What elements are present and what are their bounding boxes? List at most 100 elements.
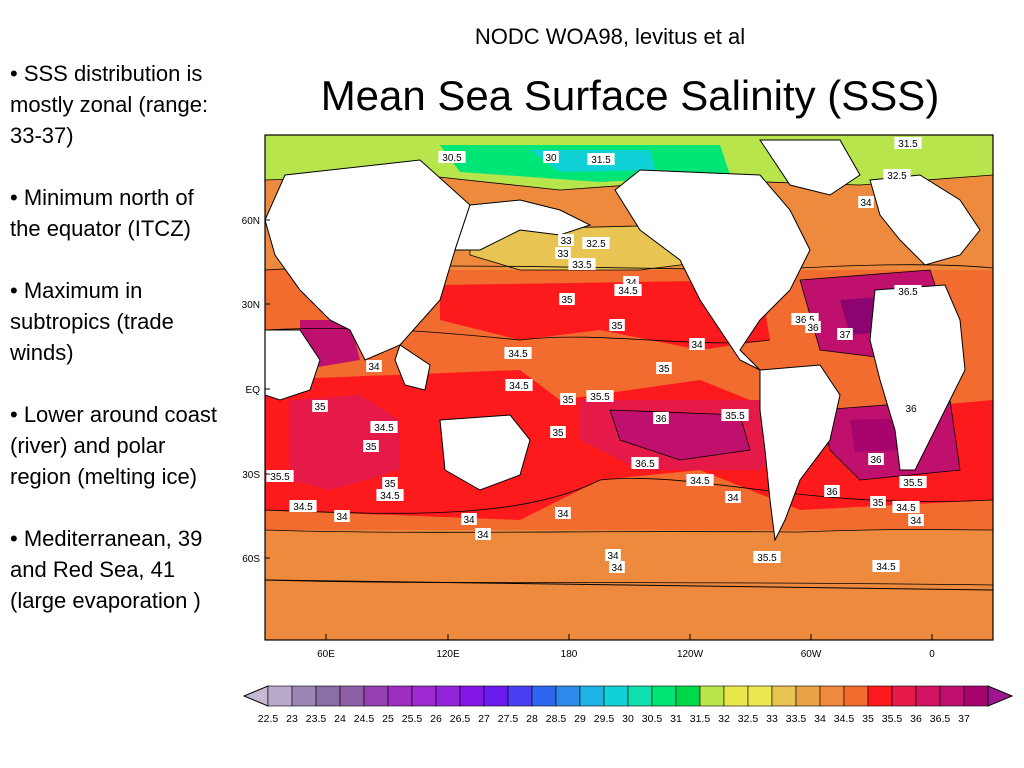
contour-label-box (558, 234, 574, 246)
contour-label-box (883, 169, 911, 181)
colorbar-label: 23 (286, 713, 298, 725)
contour-label: 34 (477, 530, 489, 541)
contour-line (265, 529, 993, 533)
contour-label-box (560, 393, 576, 405)
contour-label: 34.5 (690, 476, 710, 487)
land-antarctica (265, 579, 993, 640)
contour-label: 34 (368, 362, 380, 373)
contour-label: 35.5 (725, 411, 745, 422)
colorbar-swatch (627, 685, 653, 707)
contour-label: 35 (658, 364, 670, 375)
contour-label-box (559, 293, 575, 305)
land-australia (439, 414, 531, 491)
contour-label: 34.5 (618, 286, 638, 297)
contour-label-box (824, 485, 840, 497)
contour-label-box (266, 470, 294, 482)
contour-label-box (892, 501, 920, 513)
contour-label: 36 (807, 323, 819, 334)
contour-label-box (438, 151, 466, 163)
contour-label: 34 (691, 340, 703, 351)
contour-label: 32.5 (586, 239, 606, 250)
contour-label-box (366, 360, 382, 372)
ocean-band-36-pacific (610, 410, 750, 460)
colorbar-label: 33 (766, 713, 778, 725)
lat-tick-label: 60N (242, 216, 260, 227)
contour-label: 34 (557, 509, 569, 520)
contour-label: 36 (655, 414, 667, 425)
contour-label-box (605, 549, 621, 561)
colorbar-swatch (723, 685, 749, 707)
colorbar-swatch (651, 685, 677, 707)
contour-label: 35 (384, 479, 396, 490)
colorbar-label: 23.5 (306, 713, 327, 725)
contour-label-box (334, 510, 350, 522)
contour-line (265, 579, 993, 586)
colorbar-label: 34.5 (834, 713, 855, 725)
contour-label: 33.5 (572, 260, 592, 271)
colorbar-label: 35 (862, 713, 874, 725)
colorbar-swatch (747, 685, 773, 707)
contour-label-box (686, 474, 714, 486)
contour-label-box (461, 513, 477, 525)
contour-label: 34 (336, 512, 348, 523)
contour-label-box (363, 440, 379, 452)
colorbar-high-arrow (987, 685, 1014, 707)
contour-label-box (653, 412, 669, 424)
lon-tick-label: 60E (317, 649, 335, 660)
colorbar-label: 31.5 (690, 713, 711, 725)
colorbar-swatch (435, 685, 461, 707)
colorbar-swatch (555, 685, 581, 707)
contour-label-box (656, 362, 672, 374)
colorbar-swatch (675, 685, 701, 707)
latitude-axis: 60N 30N EQ 30S 60S (242, 216, 270, 565)
map-frame (264, 134, 994, 641)
contour-label: 35 (611, 321, 623, 332)
colorbar-label: 24 (334, 713, 346, 725)
contour-label: 30.5 (442, 153, 462, 164)
colorbar-label: 36 (910, 713, 922, 725)
contour-line (265, 478, 993, 514)
contour-label: 34 (727, 493, 739, 504)
land-europe (869, 174, 981, 266)
contour-label: 34.5 (374, 423, 394, 434)
contour-label-box (568, 258, 596, 270)
contour-label: 34.5 (380, 491, 400, 502)
colorbar-label: 28.5 (546, 713, 567, 725)
lon-tick-label: 120W (677, 649, 704, 660)
contour-label: 35 (365, 442, 377, 453)
colorbar-swatch (771, 685, 797, 707)
contour-label: 34.5 (508, 349, 528, 360)
colorbar-label: 35.5 (882, 713, 903, 725)
contour-label-box (609, 319, 625, 331)
colorbar-swatch (291, 685, 317, 707)
contour-label: 36.5 (635, 459, 655, 470)
contour-label-box (587, 153, 615, 165)
contour-label: 35.5 (590, 392, 610, 403)
contour-label-box (870, 496, 886, 508)
colorbar-label: 25 (382, 713, 394, 725)
colorbar-swatch (603, 685, 629, 707)
contour-label: 36 (870, 455, 882, 466)
contour-label: 34.5 (293, 502, 313, 513)
contour-label-box (382, 477, 398, 489)
page-title: Mean Sea Surface Salinity (SSS) (320, 72, 940, 119)
colorbar-label: 34 (814, 713, 826, 725)
colorbar-label: 24.5 (354, 713, 375, 725)
contour-line (609, 409, 751, 461)
contour-label: 35 (562, 395, 574, 406)
colorbar-label: 22.5 (258, 713, 279, 725)
colorbar-low-arrow (242, 685, 269, 707)
contour-label: 34.5 (509, 381, 529, 392)
contour-label: 30 (545, 153, 557, 164)
contour-label-box (550, 426, 566, 438)
lat-tick-label: EQ (246, 385, 261, 396)
contour-label: 32.5 (887, 171, 907, 182)
lat-tick-label: 30N (242, 300, 260, 311)
contour-label-box (555, 247, 571, 259)
contour-label: 36 (826, 487, 838, 498)
colorbar-swatch (579, 685, 605, 707)
lat-tick-label: 60S (242, 554, 260, 565)
contour-label: 33 (557, 249, 569, 260)
